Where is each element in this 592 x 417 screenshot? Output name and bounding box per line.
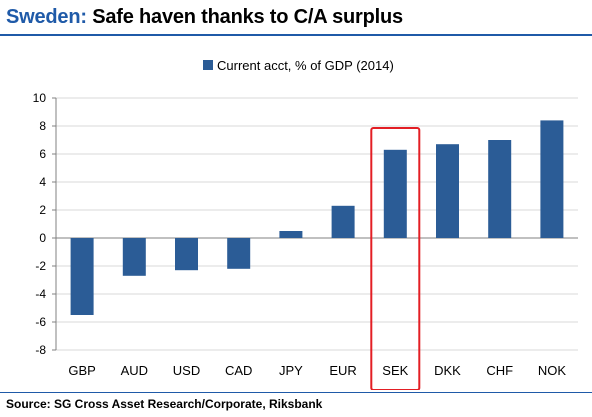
y-tick-label: -2 (35, 259, 46, 273)
y-tick-label: -4 (35, 287, 46, 301)
x-tick-label: JPY (279, 363, 303, 378)
bar-usd (175, 238, 198, 271)
legend: Current acct, % of GDP (2014) (203, 58, 394, 73)
y-tick-label: 0 (39, 231, 46, 245)
y-tick-label: 8 (39, 119, 46, 133)
x-tick-label: EUR (329, 363, 356, 378)
bar-gbp (70, 238, 94, 315)
chart-title: Sweden: Safe haven thanks to C/A surplus (6, 6, 403, 29)
y-tick-label: 2 (39, 203, 46, 217)
x-tick-label: AUD (121, 363, 148, 378)
bar-aud (122, 238, 146, 276)
y-tick-label: 4 (39, 175, 46, 189)
title-divider (0, 34, 592, 36)
x-tick-label: USD (173, 363, 200, 378)
legend-swatch (203, 60, 213, 70)
bar-eur (331, 205, 355, 238)
bar-chf (488, 140, 512, 238)
bar-nok (540, 120, 564, 238)
y-tick-label: -8 (35, 343, 46, 357)
title-brand: Sweden: (6, 6, 87, 28)
source-divider (0, 392, 592, 393)
legend-label: Current acct, % of GDP (2014) (217, 58, 394, 73)
x-tick-label: NOK (538, 363, 567, 378)
x-tick-label: DKK (434, 363, 461, 378)
bar-chart: Current acct, % of GDP (2014) -8 -6 -4 -2 0 2 4… (33, 58, 578, 390)
bar-sek (383, 149, 407, 238)
title-subtitle: Safe haven thanks to C/A surplus (86, 6, 403, 28)
source-note: Source: SG Cross Asset Research/Corporat… (6, 397, 323, 411)
y-tick-label: 10 (33, 91, 47, 105)
x-tick-label: CAD (225, 363, 252, 378)
y-tick-label: -6 (35, 315, 46, 329)
bar-cad (227, 238, 251, 269)
x-tick-label: CHF (486, 363, 513, 378)
x-tick-label: GBP (68, 363, 95, 378)
bar-jpy (279, 231, 303, 238)
bar-dkk (436, 144, 459, 238)
highlight-box (370, 127, 421, 390)
x-tick-label: SEK (382, 363, 408, 378)
y-tick-label: 6 (39, 147, 46, 161)
